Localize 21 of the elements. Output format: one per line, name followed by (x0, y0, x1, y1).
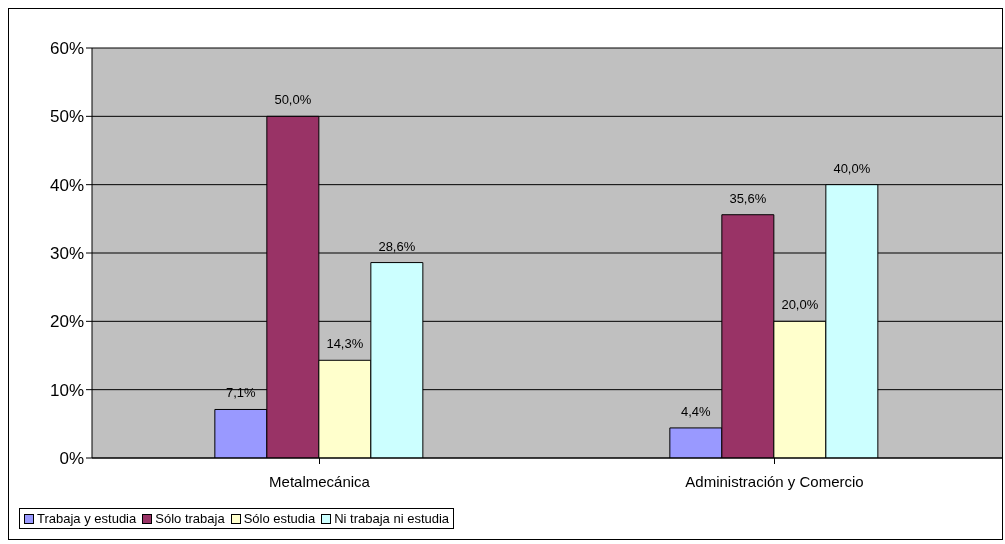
legend-label: Sólo estudia (242, 511, 316, 526)
x-tick-label: Metalmecánica (269, 472, 371, 490)
y-tick-label: 0% (59, 449, 84, 469)
legend-label: Sólo trabaja (154, 511, 225, 526)
y-tick-label: 20% (49, 312, 84, 332)
y-tick-label: 30% (49, 244, 84, 264)
data-label: 40,0% (833, 160, 871, 176)
data-label: 50,0% (274, 92, 312, 108)
legend-label: Trabaja y estudia (36, 511, 137, 526)
data-label: 28,6% (378, 238, 416, 254)
data-label: 4,4% (681, 403, 712, 419)
data-label: 35,6% (729, 190, 767, 206)
y-tick-label: 50% (49, 107, 84, 127)
data-label: 7,1% (226, 385, 257, 401)
data-label: 14,3% (326, 336, 364, 352)
legend-label: Ni trabaja ni estudia (333, 511, 450, 526)
y-tick-label: 10% (49, 380, 84, 400)
data-label: 20,0% (781, 297, 819, 313)
y-tick-label: 60% (49, 39, 84, 59)
x-tick-label: Administración y Comercio (685, 472, 864, 490)
y-tick-label: 40% (49, 175, 84, 195)
